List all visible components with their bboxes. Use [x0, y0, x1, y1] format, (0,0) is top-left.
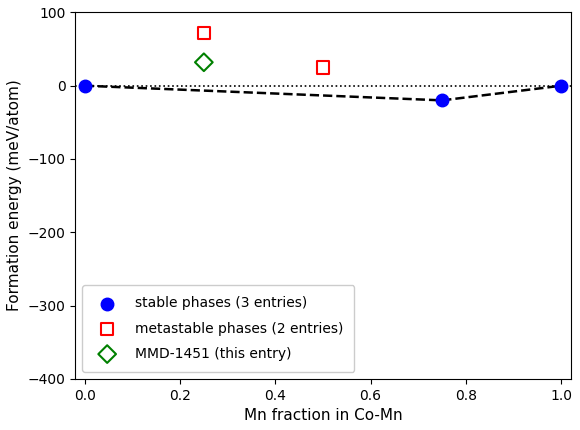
metastable phases (2 entries)	[318, 64, 328, 71]
stable phases (3 entries)	[80, 82, 89, 89]
stable phases (3 entries)	[557, 82, 566, 89]
Y-axis label: Formation energy (meV/atom): Formation energy (meV/atom)	[7, 80, 22, 311]
MMD-1451 (this entry)	[199, 59, 208, 66]
Legend: stable phases (3 entries), metastable phases (2 entries), MMD-1451 (this entry): stable phases (3 entries), metastable ph…	[82, 286, 354, 372]
stable phases (3 entries)	[437, 97, 447, 104]
metastable phases (2 entries)	[199, 30, 208, 37]
X-axis label: Mn fraction in Co-Mn: Mn fraction in Co-Mn	[244, 408, 403, 423]
